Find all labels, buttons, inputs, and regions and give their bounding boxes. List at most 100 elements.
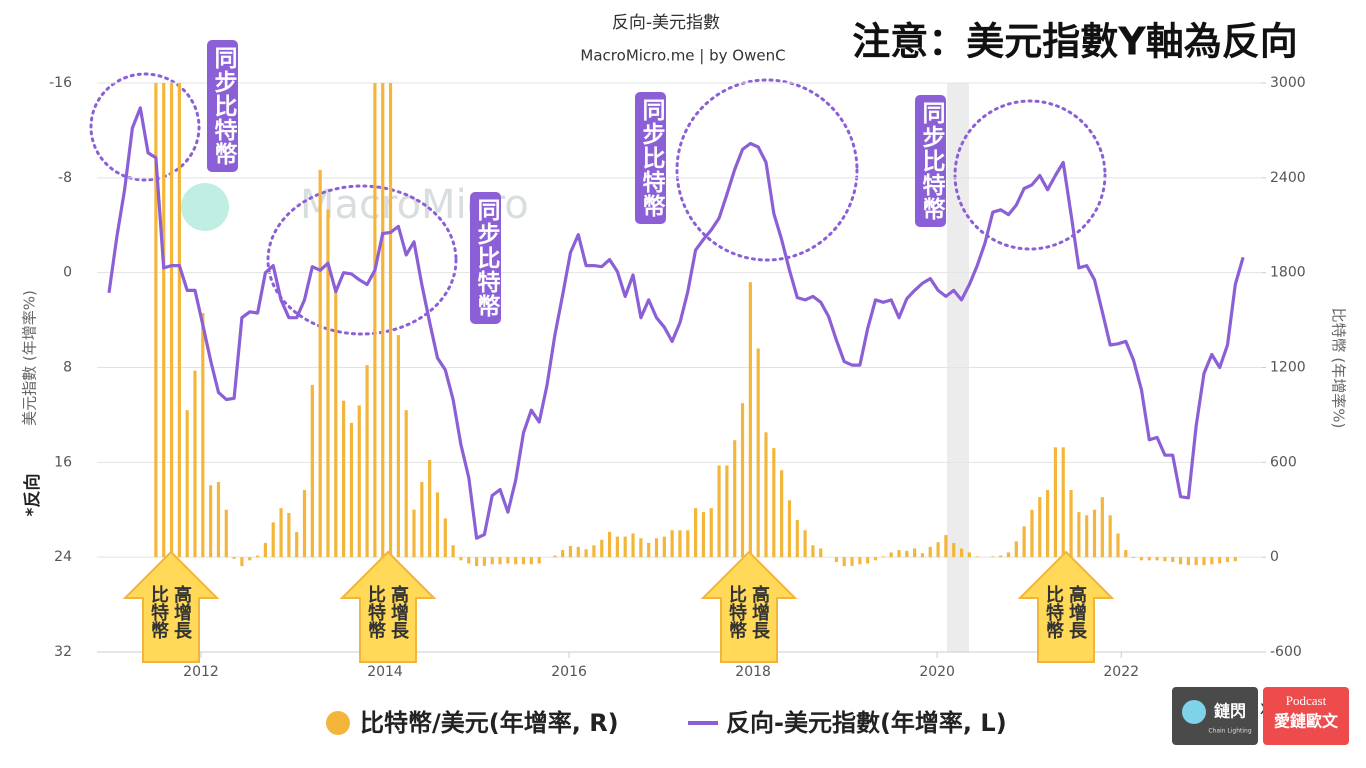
sync-label: 同步比特幣 <box>635 92 666 224</box>
bar <box>592 545 596 558</box>
y2-tick-label: 0 <box>1270 549 1279 565</box>
bar <box>866 557 870 564</box>
bar <box>169 83 174 558</box>
bar <box>1014 541 1018 558</box>
bar <box>185 410 189 558</box>
bar <box>521 557 526 565</box>
chart-title: 反向-美元指數 <box>612 13 720 33</box>
bar <box>467 557 471 564</box>
bar <box>1233 557 1237 562</box>
x-tick-label: 2018 <box>735 664 771 680</box>
bar <box>287 512 291 558</box>
bar <box>967 552 971 558</box>
y-tick-label: 24 <box>54 549 72 565</box>
reverse-note: *反向 <box>22 474 43 517</box>
bar <box>654 538 659 558</box>
bar <box>506 557 510 564</box>
bar <box>1022 526 1026 558</box>
watermark-logo <box>181 183 229 231</box>
bar <box>928 546 932 558</box>
bar <box>318 169 322 558</box>
bar <box>803 530 807 558</box>
bar <box>177 83 181 558</box>
y-tick-label: 16 <box>54 454 72 470</box>
bar <box>584 549 588 558</box>
bar <box>1186 557 1190 566</box>
logo <box>1263 687 1349 745</box>
bar <box>936 542 940 558</box>
bar <box>1163 557 1167 562</box>
y2-tick-label: -600 <box>1270 644 1302 660</box>
bar <box>154 83 158 558</box>
bar <box>897 550 901 558</box>
chart-subtitle: MacroMicro.me | by OwenC <box>580 47 785 65</box>
sync-label: 同步比特幣 <box>207 40 238 172</box>
bar <box>1202 557 1206 566</box>
logo-text: Podcast <box>1286 693 1327 708</box>
y-tick-label: -8 <box>58 170 72 186</box>
bar <box>1124 550 1128 558</box>
bar <box>420 482 424 558</box>
bar <box>780 470 784 558</box>
bar <box>725 465 729 558</box>
bar <box>537 557 541 564</box>
x-tick-label: 2016 <box>551 664 587 680</box>
growth-label: 高增長 <box>388 585 409 639</box>
growth-label: 比特幣 <box>1043 585 1064 639</box>
arrows <box>122 550 1115 663</box>
bar <box>388 83 393 558</box>
bar <box>1038 497 1042 558</box>
bar <box>873 557 878 561</box>
bar <box>498 557 502 565</box>
bar <box>701 512 706 558</box>
y-tick-label: 32 <box>54 644 72 660</box>
bar <box>529 557 533 565</box>
bar <box>396 335 400 558</box>
bar <box>647 542 651 558</box>
growth-label: 高增長 <box>749 585 770 639</box>
bar <box>631 533 635 558</box>
bar <box>263 542 268 558</box>
bar <box>459 557 463 561</box>
y-axis-title: 美元指數 (年增率%) <box>21 290 39 426</box>
bar <box>678 530 682 558</box>
bar <box>1092 509 1097 558</box>
bar <box>709 508 713 558</box>
bar <box>920 553 925 558</box>
bar <box>694 508 698 558</box>
bar <box>1030 509 1034 558</box>
bar <box>842 557 846 567</box>
x-tick-label: 2012 <box>183 664 219 680</box>
bar <box>271 522 275 558</box>
plot <box>97 82 1266 658</box>
y2-tick-label: 1800 <box>1270 265 1306 281</box>
bar <box>615 536 619 558</box>
bar <box>717 465 721 558</box>
bar <box>428 459 432 558</box>
bar <box>404 410 408 558</box>
bar <box>201 312 205 558</box>
bar <box>326 209 330 558</box>
growth-label: 高增長 <box>1066 585 1087 639</box>
bar <box>373 83 377 558</box>
highlight-circles <box>89 72 1107 336</box>
y2-axis-title: 比特幣 (年增率%) <box>1330 308 1348 429</box>
bar <box>451 545 455 558</box>
bar <box>787 500 792 558</box>
x-tick-label: 2020 <box>919 664 955 680</box>
legend-label: 反向-美元指數(年增率, L) <box>726 709 1007 737</box>
bar <box>232 557 236 559</box>
bar <box>756 348 760 558</box>
bar <box>748 282 752 558</box>
bar <box>1085 515 1089 558</box>
x-tick-label: 2022 <box>1103 664 1139 680</box>
bar <box>1053 447 1058 558</box>
bar <box>302 489 307 558</box>
bar <box>772 448 776 558</box>
bar <box>834 557 838 562</box>
arrow <box>339 550 437 663</box>
bar <box>1147 557 1151 561</box>
bar <box>1210 557 1214 565</box>
bar <box>224 509 228 558</box>
bar <box>443 518 447 558</box>
